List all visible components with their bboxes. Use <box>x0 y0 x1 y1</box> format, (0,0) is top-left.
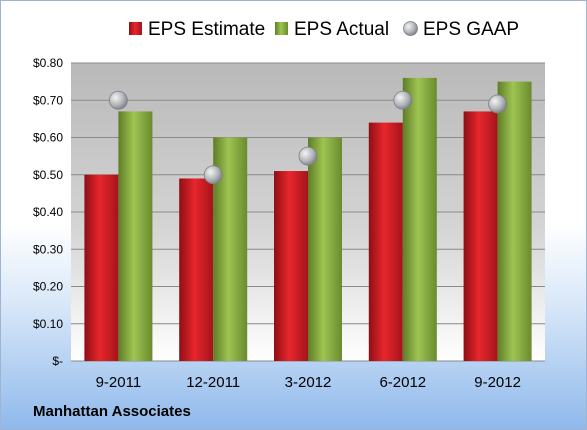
point-eps-gaap <box>298 146 318 166</box>
legend: EPS Estimate EPS Actual EPS GAAP <box>129 19 519 40</box>
gaap-points <box>109 90 508 185</box>
point-eps-gaap <box>488 94 508 114</box>
x-tick-label: 6-2012 <box>379 374 426 391</box>
bar-eps-estimate <box>368 122 403 361</box>
y-tick-label: $0.80 <box>33 56 63 70</box>
legend-eps-actual-label: EPS Actual <box>294 19 389 40</box>
y-axis-ticks: $- $0.10 $0.20 $0.30 $0.40 $0.50 $0.60 $0.70 $0.… <box>33 56 63 368</box>
legend-eps-estimate-swatch <box>129 22 142 35</box>
legend-eps-gaap-label: EPS GAAP <box>423 19 519 40</box>
y-tick-label: $- <box>52 354 63 368</box>
y-tick-label: $0.50 <box>33 168 63 182</box>
y-tick-label: $0.30 <box>33 242 63 256</box>
point-eps-gaap <box>203 165 223 185</box>
bar-eps-actual <box>402 77 437 362</box>
x-tick-label: 9-2012 <box>474 374 521 391</box>
legend-eps-estimate-label: EPS Estimate <box>148 19 265 40</box>
x-tick-label: 9-2011 <box>96 374 142 391</box>
bars <box>84 77 532 362</box>
y-tick-label: $0.60 <box>33 131 63 145</box>
bar-eps-actual <box>118 111 153 361</box>
bar-eps-estimate <box>84 174 119 361</box>
y-tick-label: $0.10 <box>33 317 63 331</box>
x-tick-label: 3-2012 <box>285 374 332 391</box>
bar-eps-actual <box>308 137 342 361</box>
y-tick-label: $0.70 <box>33 93 63 107</box>
legend-eps-gaap-swatch <box>403 21 418 36</box>
company-name: Manhattan Associates <box>33 403 191 420</box>
x-axis-ticks: 9-2011 12-2011 3-2012 6-2012 9-2012 <box>96 374 521 391</box>
x-tick-label: 12-2011 <box>186 374 240 391</box>
point-eps-gaap <box>109 90 128 110</box>
bar-eps-estimate <box>274 171 308 361</box>
bar-eps-actual <box>497 81 532 361</box>
y-tick-label: $0.40 <box>33 205 63 219</box>
y-tick-label: $0.20 <box>33 280 63 294</box>
legend-eps-actual-swatch <box>275 22 288 35</box>
bar-eps-estimate <box>179 178 214 361</box>
point-eps-gaap <box>393 90 413 110</box>
bar-eps-estimate <box>463 111 498 361</box>
